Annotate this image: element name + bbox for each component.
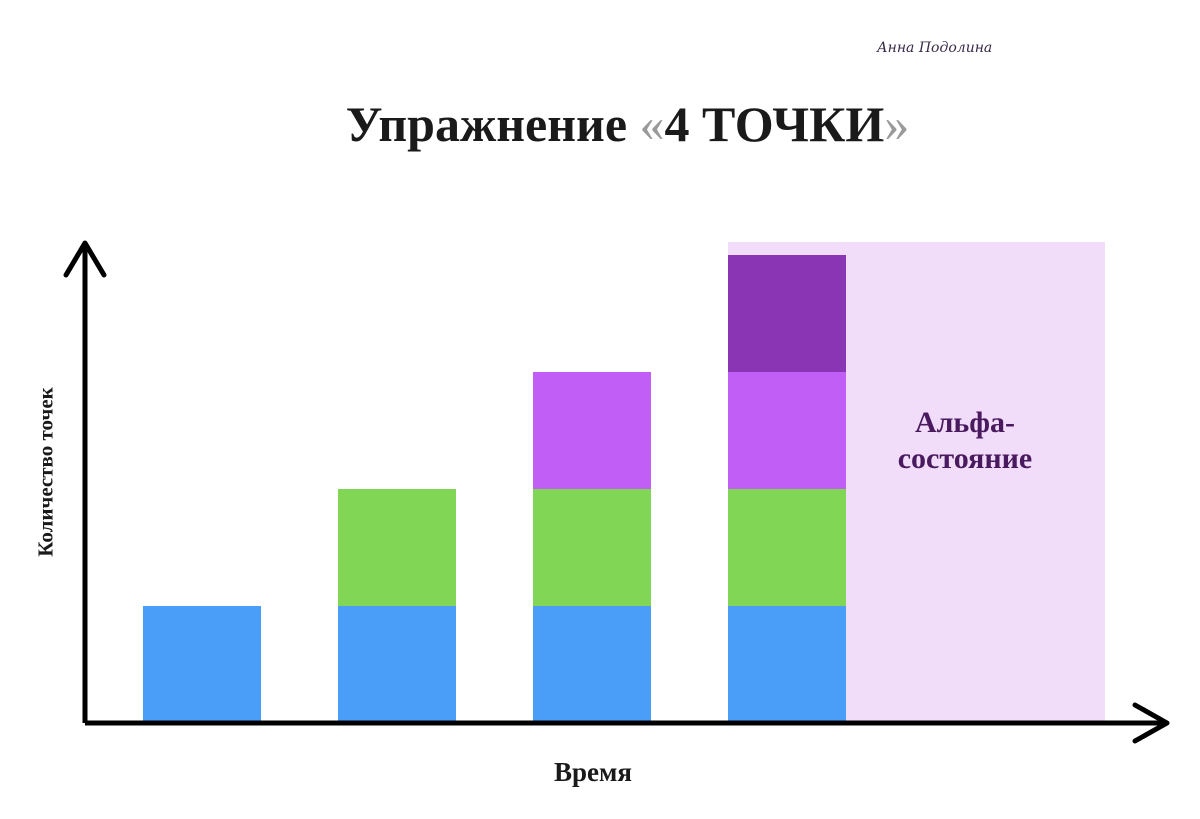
alpha-state-label-line-1: Альфа- — [914, 406, 1016, 439]
y-axis-arrowhead — [63, 240, 107, 278]
alpha-state-label-line-2: состояние — [897, 442, 1033, 475]
title-text: Упражнение — [345, 96, 640, 152]
bar-segment-3-level-1 — [533, 606, 651, 723]
alpha-state-label: Альфа- состояние — [898, 405, 1033, 477]
bar-segment-4-level-2 — [728, 489, 846, 606]
bar-segment-4-level-3 — [728, 372, 846, 489]
bar-segment-4-level-1 — [728, 606, 846, 723]
bar-segment-3-level-2 — [533, 489, 651, 606]
title-highlight: 4 ТОЧКИ — [664, 96, 885, 152]
title-quote-open: « — [639, 96, 665, 152]
bar-segment-1-level-1 — [143, 606, 261, 723]
x-axis-arrowhead — [1132, 702, 1170, 744]
y-axis — [63, 240, 107, 723]
x-axis-label: Время — [553, 757, 633, 787]
bar-segment-3-level-3 — [533, 372, 651, 489]
y-axis-label: Количество точек — [33, 387, 58, 557]
x-axis — [85, 702, 1170, 744]
bar-segment-2-level-2 — [338, 489, 456, 606]
page-title: Упражнение «4 ТОЧКИ» — [0, 95, 1200, 153]
bar-segment-2-level-1 — [338, 606, 456, 723]
title-quote-close: » — [884, 96, 910, 152]
author-name: Анна Подолина — [877, 40, 993, 56]
bars-group — [143, 255, 846, 723]
bar-segment-4-level-4 — [728, 255, 846, 372]
